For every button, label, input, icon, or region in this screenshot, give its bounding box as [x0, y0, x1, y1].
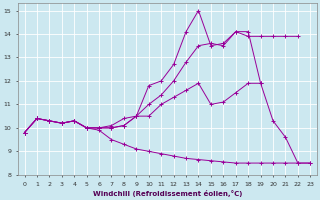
X-axis label: Windchill (Refroidissement éolien,°C): Windchill (Refroidissement éolien,°C)	[93, 190, 242, 197]
